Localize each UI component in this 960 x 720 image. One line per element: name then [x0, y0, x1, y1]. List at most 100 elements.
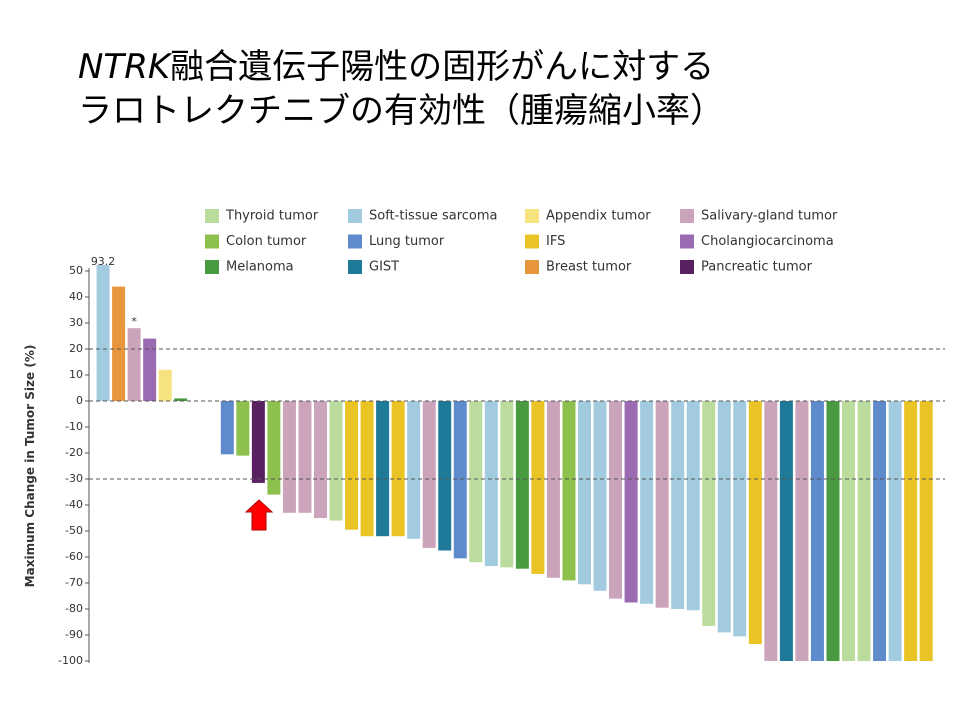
- bar: [733, 401, 747, 637]
- bar: [562, 401, 576, 581]
- bar: [640, 401, 654, 604]
- bar: [904, 401, 918, 661]
- bar: [96, 265, 110, 401]
- bar: [779, 401, 793, 661]
- legend-label: GIST: [369, 260, 399, 275]
- bar: [422, 401, 436, 548]
- bar: [546, 401, 560, 578]
- legend-swatch: [348, 260, 362, 274]
- legend-swatch: [348, 209, 362, 223]
- bar: [220, 401, 234, 455]
- y-tick-label: -100: [58, 654, 83, 667]
- bar: [500, 401, 514, 568]
- bar: [127, 328, 141, 401]
- legend-label: Cholangiocarcinoma: [701, 234, 834, 249]
- y-tick-label: -20: [65, 446, 83, 459]
- bar: [345, 401, 359, 530]
- y-tick-label: -30: [65, 472, 83, 485]
- legend-swatch: [680, 260, 694, 274]
- bar: [313, 401, 327, 518]
- legend-swatch: [205, 260, 219, 274]
- bar: [143, 338, 157, 401]
- bar: [391, 401, 405, 537]
- y-tick-label: 20: [69, 342, 83, 355]
- title-line: NTRK融合遺伝子陽性の固形がんに対する: [78, 47, 714, 87]
- legend-label: IFS: [546, 234, 565, 249]
- bar: [453, 401, 467, 559]
- legend-swatch: [680, 209, 694, 223]
- bar: [577, 401, 591, 585]
- bar: [826, 401, 840, 661]
- legend-swatch: [348, 234, 362, 249]
- y-tick-label: -70: [65, 576, 83, 589]
- title-text: ラロトレクチニブの有効性（腫瘍縮小率）: [78, 91, 724, 131]
- bar: [702, 401, 716, 626]
- legend-label: Lung tumor: [369, 234, 445, 249]
- y-tick-label: 0: [76, 394, 83, 407]
- legend-swatch: [205, 234, 219, 249]
- legend-swatch: [525, 209, 539, 223]
- value-label: 93.2: [91, 255, 116, 268]
- bar: [158, 369, 172, 401]
- y-tick-label: -50: [65, 524, 83, 537]
- annotation: *: [131, 315, 137, 328]
- bar: [686, 401, 700, 611]
- y-tick-label: -80: [65, 602, 83, 615]
- y-tick-label: -60: [65, 550, 83, 563]
- bar: [267, 401, 281, 495]
- bar: [888, 401, 902, 661]
- bar: [873, 401, 887, 661]
- bar: [515, 401, 529, 569]
- y-tick-label: 40: [69, 290, 83, 303]
- bar: [795, 401, 809, 661]
- y-tick-label: 10: [69, 368, 83, 381]
- legend-label: Salivary-gland tumor: [701, 209, 838, 224]
- y-tick-label: -90: [65, 628, 83, 641]
- legend-swatch: [525, 234, 539, 249]
- bar: [282, 401, 296, 513]
- bar: [360, 401, 374, 537]
- y-tick-label: -40: [65, 498, 83, 511]
- bar: [624, 401, 638, 603]
- bar: [609, 401, 623, 599]
- bar: [810, 401, 824, 661]
- legend-label: Soft-tissue sarcoma: [369, 209, 498, 224]
- bar: [857, 401, 871, 661]
- title-line: ラロトレクチニブの有効性（腫瘍縮小率）: [78, 91, 724, 131]
- legend-label: Appendix tumor: [546, 209, 651, 224]
- bar: [764, 401, 778, 661]
- bar: [748, 401, 762, 645]
- bar: [531, 401, 545, 574]
- bar: [251, 401, 265, 483]
- bar: [329, 401, 343, 521]
- bar: [469, 401, 483, 563]
- bar: [484, 401, 498, 567]
- bar: [671, 401, 685, 609]
- legend-label: Thyroid tumor: [225, 209, 319, 224]
- bar: [236, 401, 250, 456]
- bar: [717, 401, 731, 633]
- bar: [919, 401, 933, 661]
- y-tick-label: -10: [65, 420, 83, 433]
- bar: [298, 401, 312, 513]
- bars: [96, 265, 933, 661]
- legend-swatch: [525, 260, 539, 274]
- legend-label: Colon tumor: [226, 234, 307, 249]
- bar: [376, 401, 390, 537]
- bar: [593, 401, 607, 591]
- bar: [842, 401, 856, 661]
- arrow: [244, 499, 274, 531]
- bar: [174, 398, 188, 401]
- legend-label: Melanoma: [226, 260, 294, 275]
- bar: [112, 286, 126, 401]
- legend-label: Pancreatic tumor: [701, 260, 813, 275]
- y-tick-label: 30: [69, 316, 83, 329]
- legend-swatch: [205, 209, 219, 223]
- bar: [655, 401, 669, 608]
- legend-label: Breast tumor: [546, 260, 632, 275]
- title-italic: NTRK: [78, 47, 173, 87]
- y-tick-label: 50: [69, 264, 83, 277]
